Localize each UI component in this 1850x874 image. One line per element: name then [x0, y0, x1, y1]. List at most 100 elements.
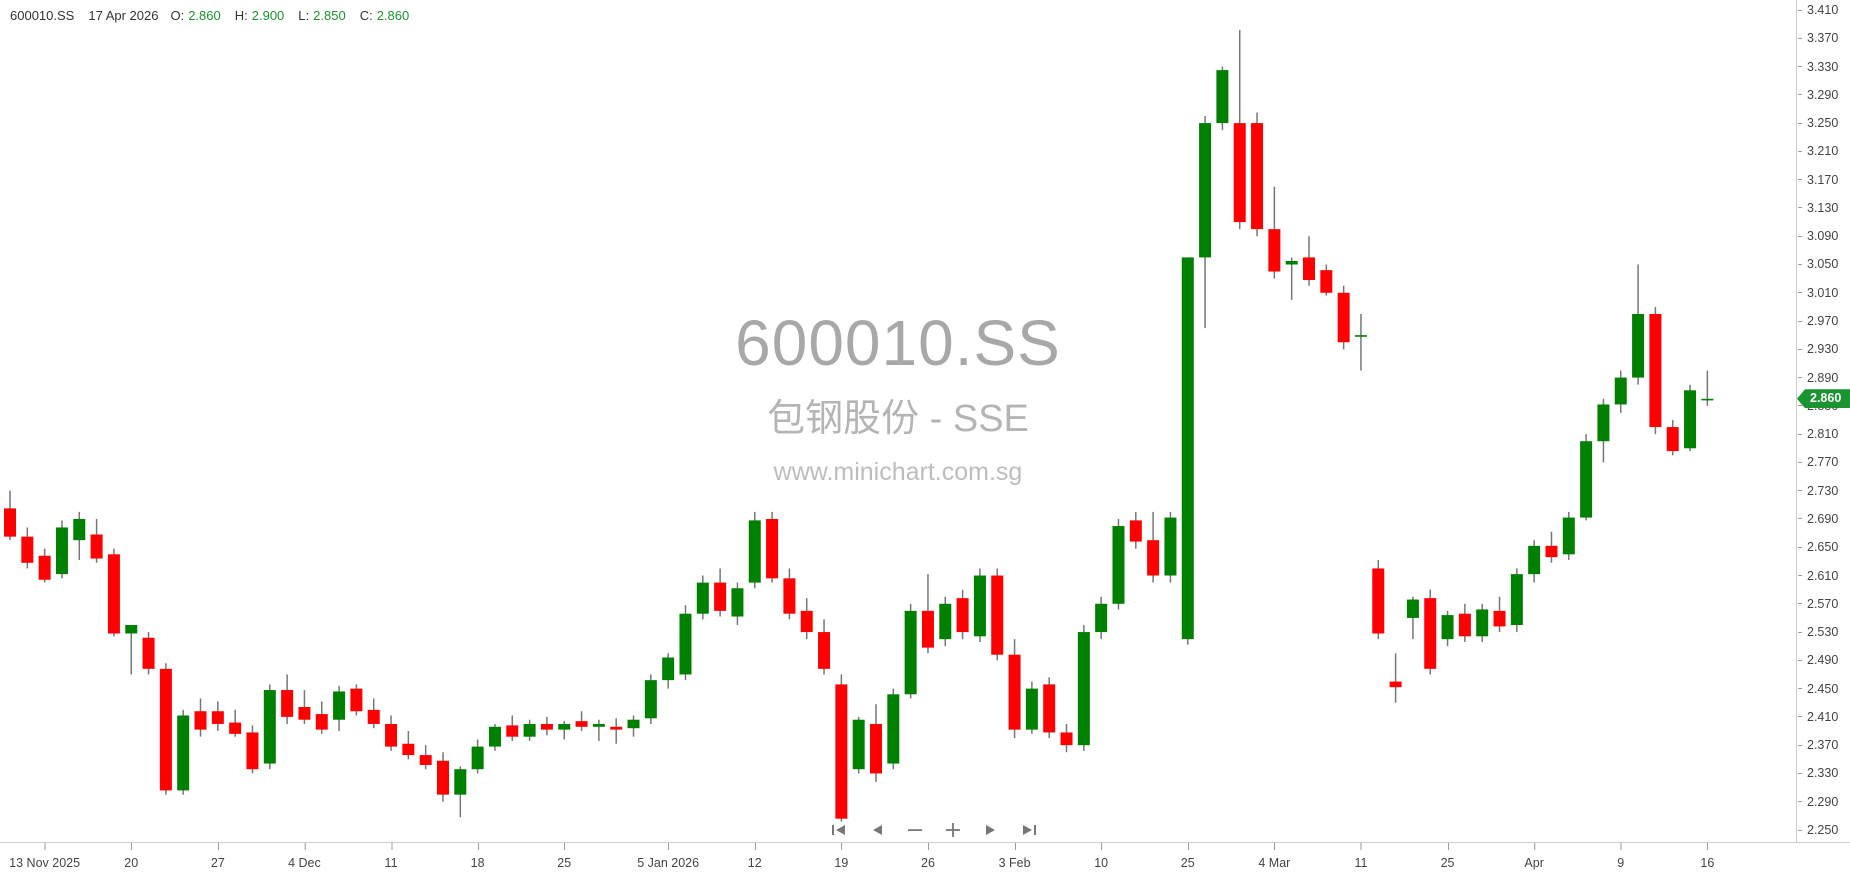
candle-body-up [488, 726, 501, 747]
zoom-out-icon[interactable] [904, 819, 926, 841]
candle-body-down [818, 632, 831, 669]
candle-body-down [229, 722, 242, 734]
price-axis-tick: 2.530 [1797, 624, 1850, 640]
candle-body-down [1493, 610, 1506, 627]
candle-body-down [4, 508, 16, 537]
candle-body-down [315, 714, 328, 730]
price-axis-tick: 2.330 [1797, 765, 1850, 781]
candle-body-up [1181, 257, 1194, 640]
candle-body-up [333, 691, 346, 720]
time-axis-tick: 3 Feb [999, 843, 1031, 870]
candle-body-up [627, 719, 640, 729]
price-axis-tick: 2.490 [1797, 652, 1850, 668]
current-price-tag: 2.860 [1797, 389, 1850, 409]
candle-body-up [696, 582, 709, 614]
candle-body-up [73, 518, 86, 541]
price-axis-tick: 2.730 [1797, 483, 1850, 499]
time-axis[interactable]: 13 Nov 2025 20 27 4 Dec 11 18 25 5 Jan 2026 12 19… [0, 842, 1850, 874]
candle-wick [130, 625, 132, 675]
skip-to-start-icon[interactable] [828, 819, 850, 841]
candle-body-up [662, 657, 675, 681]
price-axis-tick: 2.250 [1797, 822, 1850, 838]
price-axis-tick: 3.170 [1797, 172, 1850, 188]
price-axis-tick: 2.610 [1797, 568, 1850, 584]
candle-body-up [1580, 441, 1593, 518]
candle-body-down [921, 610, 934, 648]
price-axis-tick: 3.090 [1797, 228, 1850, 244]
candle-body-up [644, 680, 657, 719]
play-icon[interactable] [980, 819, 1002, 841]
candle-body-down [402, 743, 415, 756]
zoom-in-icon[interactable] [942, 819, 964, 841]
time-axis-tick: 11 [385, 843, 398, 870]
price-axis-tick: 2.690 [1797, 511, 1850, 527]
candle-body-down [506, 725, 519, 737]
candle-body-down [107, 554, 120, 634]
price-axis-tick: 2.810 [1797, 426, 1850, 442]
candle-body-down [1008, 654, 1021, 730]
candle-body-down [1147, 540, 1160, 576]
candle-body-down [575, 721, 588, 727]
candle-body-up [1406, 599, 1419, 618]
date-label: 17 Apr 2026 [88, 7, 159, 23]
chart-navigation-toolbar[interactable] [828, 818, 1040, 842]
candlestick-series [4, 30, 1714, 822]
time-axis-tick: 18 [471, 843, 485, 870]
candle-body-up [1025, 688, 1038, 730]
candle-body-up [887, 694, 900, 764]
close-value: 2.860 [376, 7, 410, 23]
candle-body-up [748, 520, 761, 583]
candle-body-down [1649, 313, 1662, 428]
high-value: 2.900 [251, 7, 285, 23]
candle-body-down [610, 726, 623, 730]
time-axis-tick: 26 [921, 843, 935, 870]
candle-body-up [1077, 632, 1090, 746]
time-axis-tick: 13 Nov 2025 [9, 843, 80, 870]
candlestick-plot-area[interactable]: 600010.SS 包钢股份 - SSE www.minichart.com.s… [0, 30, 1796, 842]
candle-body-down [1043, 684, 1056, 733]
candle-body-up [1510, 574, 1523, 625]
candle-body-down [437, 760, 449, 795]
candle-body-down [142, 637, 155, 669]
candle-body-down [1545, 545, 1558, 558]
candle-body-up [1684, 390, 1697, 449]
time-axis-tick: 9 [1617, 843, 1624, 870]
candle-body-up [558, 723, 571, 730]
candle-body-up [1441, 615, 1454, 640]
candle-body-up [1285, 260, 1298, 265]
candle-body-down [783, 578, 796, 614]
candle-body-up [1476, 609, 1489, 637]
candle-body-down [714, 582, 727, 611]
price-axis-tick: 2.890 [1797, 370, 1850, 386]
step-back-icon[interactable] [866, 819, 888, 841]
candle-wick [615, 718, 617, 744]
candle-body-up [55, 527, 68, 575]
candle-body-down [21, 536, 34, 563]
price-axis[interactable]: 3.410 3.370 3.330 3.290 3.250 3.210 3.170 3.130… [1796, 0, 1850, 842]
candle-wick [598, 719, 600, 741]
candle-body-up [125, 625, 138, 634]
price-axis-tick: 2.970 [1797, 313, 1850, 329]
price-axis-tick: 3.410 [1797, 2, 1850, 18]
price-axis-tick: 3.050 [1797, 256, 1850, 272]
time-axis-tick: 25 [557, 843, 571, 870]
candle-body-up [1216, 70, 1229, 124]
candle-body-down [1060, 732, 1073, 746]
time-axis-tick: 25 [1441, 843, 1455, 870]
candle-body-down [1251, 123, 1264, 230]
low-label: L: [298, 7, 310, 23]
time-axis-tick: Apr [1524, 843, 1544, 870]
time-axis-tick: 25 [1181, 843, 1195, 870]
candle-body-down [1458, 613, 1471, 637]
price-axis-tick: 2.930 [1797, 341, 1850, 357]
skip-to-end-icon[interactable] [1018, 819, 1040, 841]
candle-body-down [281, 690, 294, 717]
time-axis-tick: 16 [1700, 843, 1714, 870]
open-label: O: [170, 7, 185, 23]
candle-body-up [1701, 398, 1714, 401]
price-axis-tick: 3.290 [1797, 87, 1850, 103]
candle-body-up [679, 613, 692, 675]
time-axis-tick: 11 [1354, 843, 1367, 870]
candle-body-up [1112, 526, 1125, 604]
